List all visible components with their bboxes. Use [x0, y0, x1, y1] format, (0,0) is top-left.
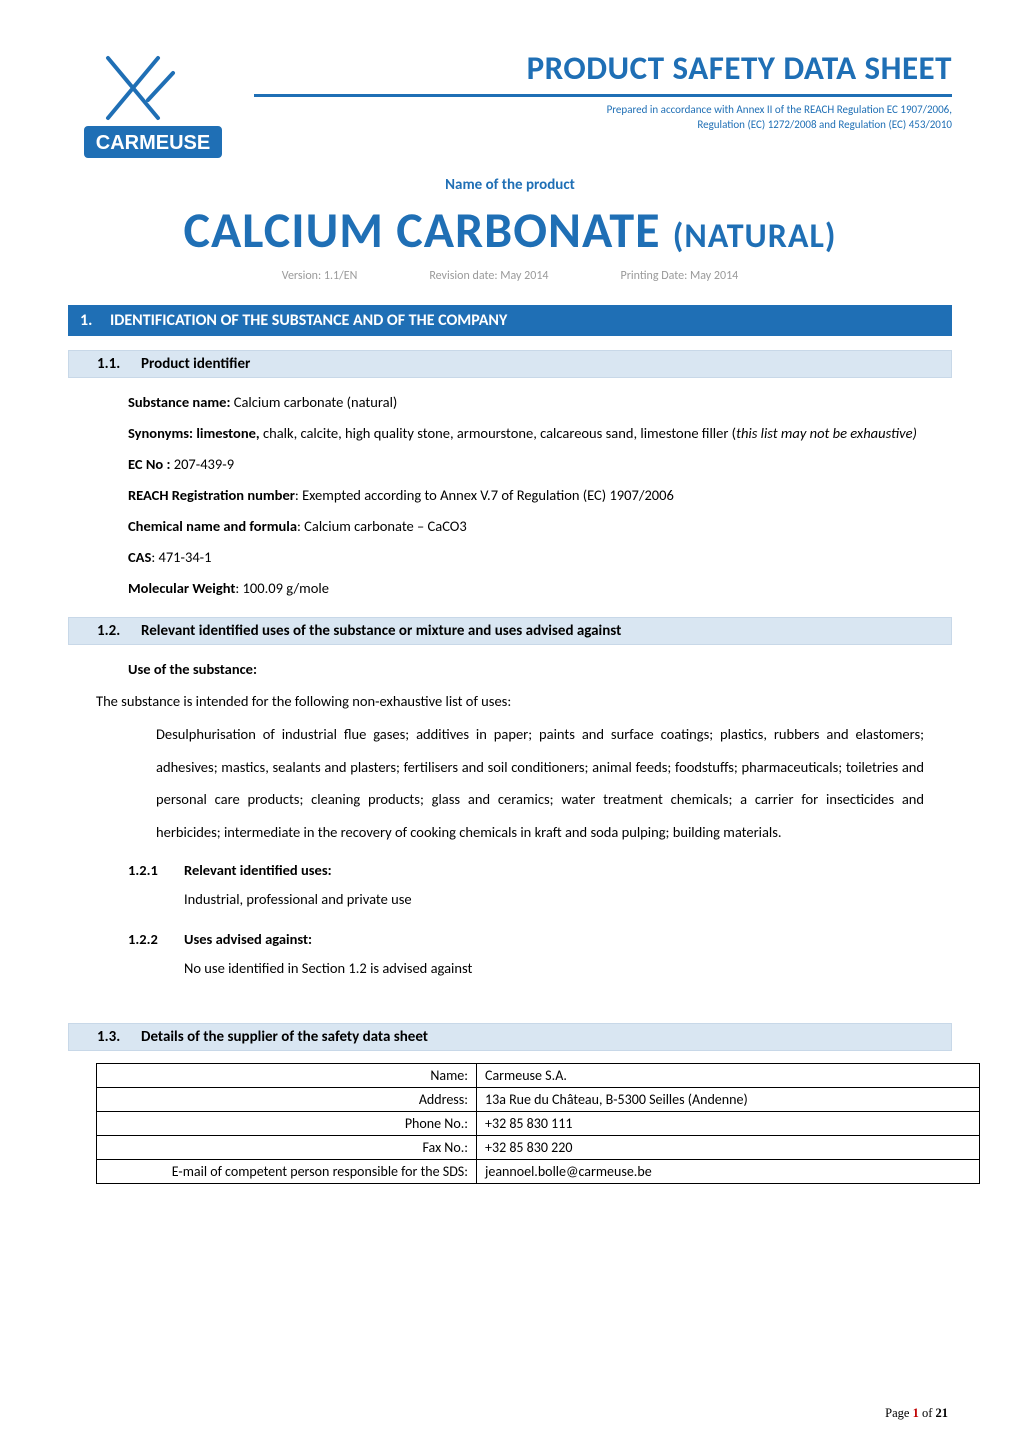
supplier-phone-key: Phone No.:: [97, 1111, 477, 1135]
footer-page-of: of: [919, 1406, 936, 1420]
supplier-address-val: 13a Rue du Château, B-5300 Seilles (Ande…: [477, 1087, 980, 1111]
supplier-email-key: E-mail of competent person responsible f…: [97, 1159, 477, 1183]
subsection-1-2-number: 1.2.: [97, 622, 141, 640]
section-1-title: IDENTIFICATION OF THE SUBSTANCE AND OF T…: [110, 311, 507, 330]
subsub-1-2-1-text: Industrial, professional and private use: [128, 884, 924, 914]
reach-label: REACH Registration number: [128, 486, 295, 504]
chem-rest: : Calcium carbonate – CaCO3: [297, 517, 467, 535]
synonyms-line: Synonyms: limestone, chalk, calcite, hig…: [128, 419, 924, 448]
use-of-substance-label: Use of the substance:: [128, 660, 257, 678]
supplier-email-val: jeannoel.bolle@carmeuse.be: [477, 1159, 980, 1183]
subsub-1-2-1-num: 1.2.1: [128, 857, 184, 885]
subsection-1-2-header: 1.2.Relevant identified uses of the subs…: [68, 617, 952, 645]
subsub-1-2-2-text: No use identified in Section 1.2 is advi…: [128, 953, 924, 983]
prep-note-line1: Prepared in accordance with Annex II of …: [254, 103, 952, 118]
subsection-1-3-header: 1.3.Details of the supplier of the safet…: [68, 1023, 952, 1051]
supplier-name-val: Carmeuse S.A.: [477, 1063, 980, 1087]
section-1-header: 1. IDENTIFICATION OF THE SUBSTANCE AND O…: [68, 305, 952, 336]
ec-value: 207-439-9: [174, 455, 234, 473]
title-rule: [254, 94, 952, 97]
synonyms-italic: this list may not be exhaustive): [736, 424, 917, 442]
ec-line: EC No : 207-439-9: [128, 450, 924, 479]
cas-rest: : 471-34-1: [151, 548, 211, 566]
supplier-fax-key: Fax No.:: [97, 1135, 477, 1159]
prep-note-line2: Regulation (EC) 1272/2008 and Regulation…: [254, 118, 952, 133]
subsub-1-2-1-header: 1.2.1Relevant identified uses:: [128, 857, 924, 885]
printing-text: Printing Date: May 2014: [621, 269, 739, 283]
subsub-1-2-2-num: 1.2.2: [128, 926, 184, 954]
reach-rest: : Exempted according to Annex V.7 of Reg…: [295, 486, 674, 504]
table-row: Name: Carmeuse S.A.: [97, 1063, 980, 1087]
substance-name-value: Calcium carbonate (natural): [234, 393, 398, 411]
cas-line: CAS: 471-34-1: [128, 543, 924, 572]
doc-title: PRODUCT SAFETY DATA SHEET: [254, 48, 952, 88]
table-row: Phone No.: +32 85 830 111: [97, 1111, 980, 1135]
substance-title-sub: (NATURAL): [673, 216, 837, 257]
supplier-name-key: Name:: [97, 1063, 477, 1087]
mw-rest: : 100.09 g/mole: [235, 579, 329, 597]
uses-list: Desulphurisation of industrial flue gase…: [156, 718, 924, 849]
subsection-1-3-title: Details of the supplier of the safety da…: [141, 1028, 428, 1046]
mw-label: Molecular Weight: [128, 579, 235, 597]
footer-page-prefix: Page: [885, 1406, 912, 1420]
subsection-1-2-title: Relevant identified uses of the substanc…: [141, 622, 621, 640]
supplier-fax-val: +32 85 830 220: [477, 1135, 980, 1159]
substance-name-label: Substance name:: [128, 393, 234, 411]
section-1-number: 1.: [80, 311, 110, 330]
synonyms-rest: chalk, calcite, high quality stone, armo…: [263, 424, 736, 442]
mw-line: Molecular Weight: 100.09 g/mole: [128, 574, 924, 603]
name-of-product-label: Name of the product: [68, 176, 952, 194]
subsub-1-2-2-header: 1.2.2Uses advised against:: [128, 926, 924, 954]
chem-line: Chemical name and formula: Calcium carbo…: [128, 512, 924, 541]
subsub-1-2-2-title: Uses advised against:: [184, 930, 312, 948]
uses-intro: The substance is intended for the follow…: [96, 692, 924, 710]
footer-page-total: 21: [936, 1406, 949, 1420]
ec-label: EC No :: [128, 455, 174, 473]
version-text: Version: 1.1/EN: [282, 269, 358, 283]
subsection-1-1-header: 1.1.Product identifier: [68, 350, 952, 378]
supplier-phone-val: +32 85 830 111: [477, 1111, 980, 1135]
substance-name-line: Substance name: Calcium carbonate (natur…: [128, 388, 924, 417]
revision-text: Revision date: May 2014: [429, 269, 548, 283]
table-row: Address: 13a Rue du Château, B-5300 Seil…: [97, 1087, 980, 1111]
synonyms-label: Synonyms: limestone,: [128, 424, 263, 442]
supplier-address-key: Address:: [97, 1087, 477, 1111]
supplier-table: Name: Carmeuse S.A. Address: 13a Rue du …: [96, 1063, 980, 1184]
table-row: Fax No.: +32 85 830 220: [97, 1135, 980, 1159]
subsection-1-3-number: 1.3.: [97, 1028, 141, 1046]
substance-title: CALCIUM CARBONATE (NATURAL): [68, 200, 952, 261]
table-row: E-mail of competent person responsible f…: [97, 1159, 980, 1183]
reach-line: REACH Registration number: Exempted acco…: [128, 481, 924, 510]
page-footer: Page 1 of 21: [885, 1406, 948, 1421]
substance-title-main: CALCIUM CARBONATE: [184, 200, 673, 261]
company-logo: CARMEUSE: [68, 48, 238, 166]
cas-label: CAS: [128, 548, 151, 566]
subsection-1-1-number: 1.1.: [97, 355, 141, 373]
subsub-1-2-1-title: Relevant identified uses:: [184, 861, 332, 879]
logo-text: CARMEUSE: [96, 132, 210, 154]
chem-label: Chemical name and formula: [128, 517, 297, 535]
subsection-1-1-title: Product identifier: [141, 355, 250, 373]
